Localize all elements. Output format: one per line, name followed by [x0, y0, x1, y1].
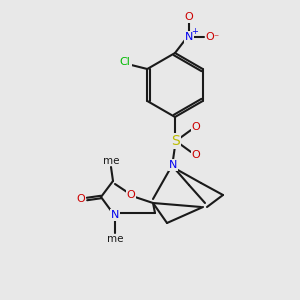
Text: O: O: [192, 122, 200, 132]
Text: O: O: [127, 190, 135, 200]
Text: O: O: [192, 150, 200, 160]
Text: ⁻: ⁻: [213, 33, 219, 43]
Text: O: O: [76, 194, 85, 204]
Text: N: N: [169, 160, 177, 170]
Text: O: O: [184, 12, 194, 22]
Text: me: me: [107, 234, 123, 244]
Text: S: S: [171, 134, 179, 148]
Text: N: N: [111, 210, 119, 220]
Text: O: O: [206, 32, 214, 42]
Text: me: me: [103, 156, 119, 166]
Text: N: N: [185, 32, 193, 42]
Text: +: +: [192, 28, 198, 37]
Text: Cl: Cl: [120, 57, 131, 67]
